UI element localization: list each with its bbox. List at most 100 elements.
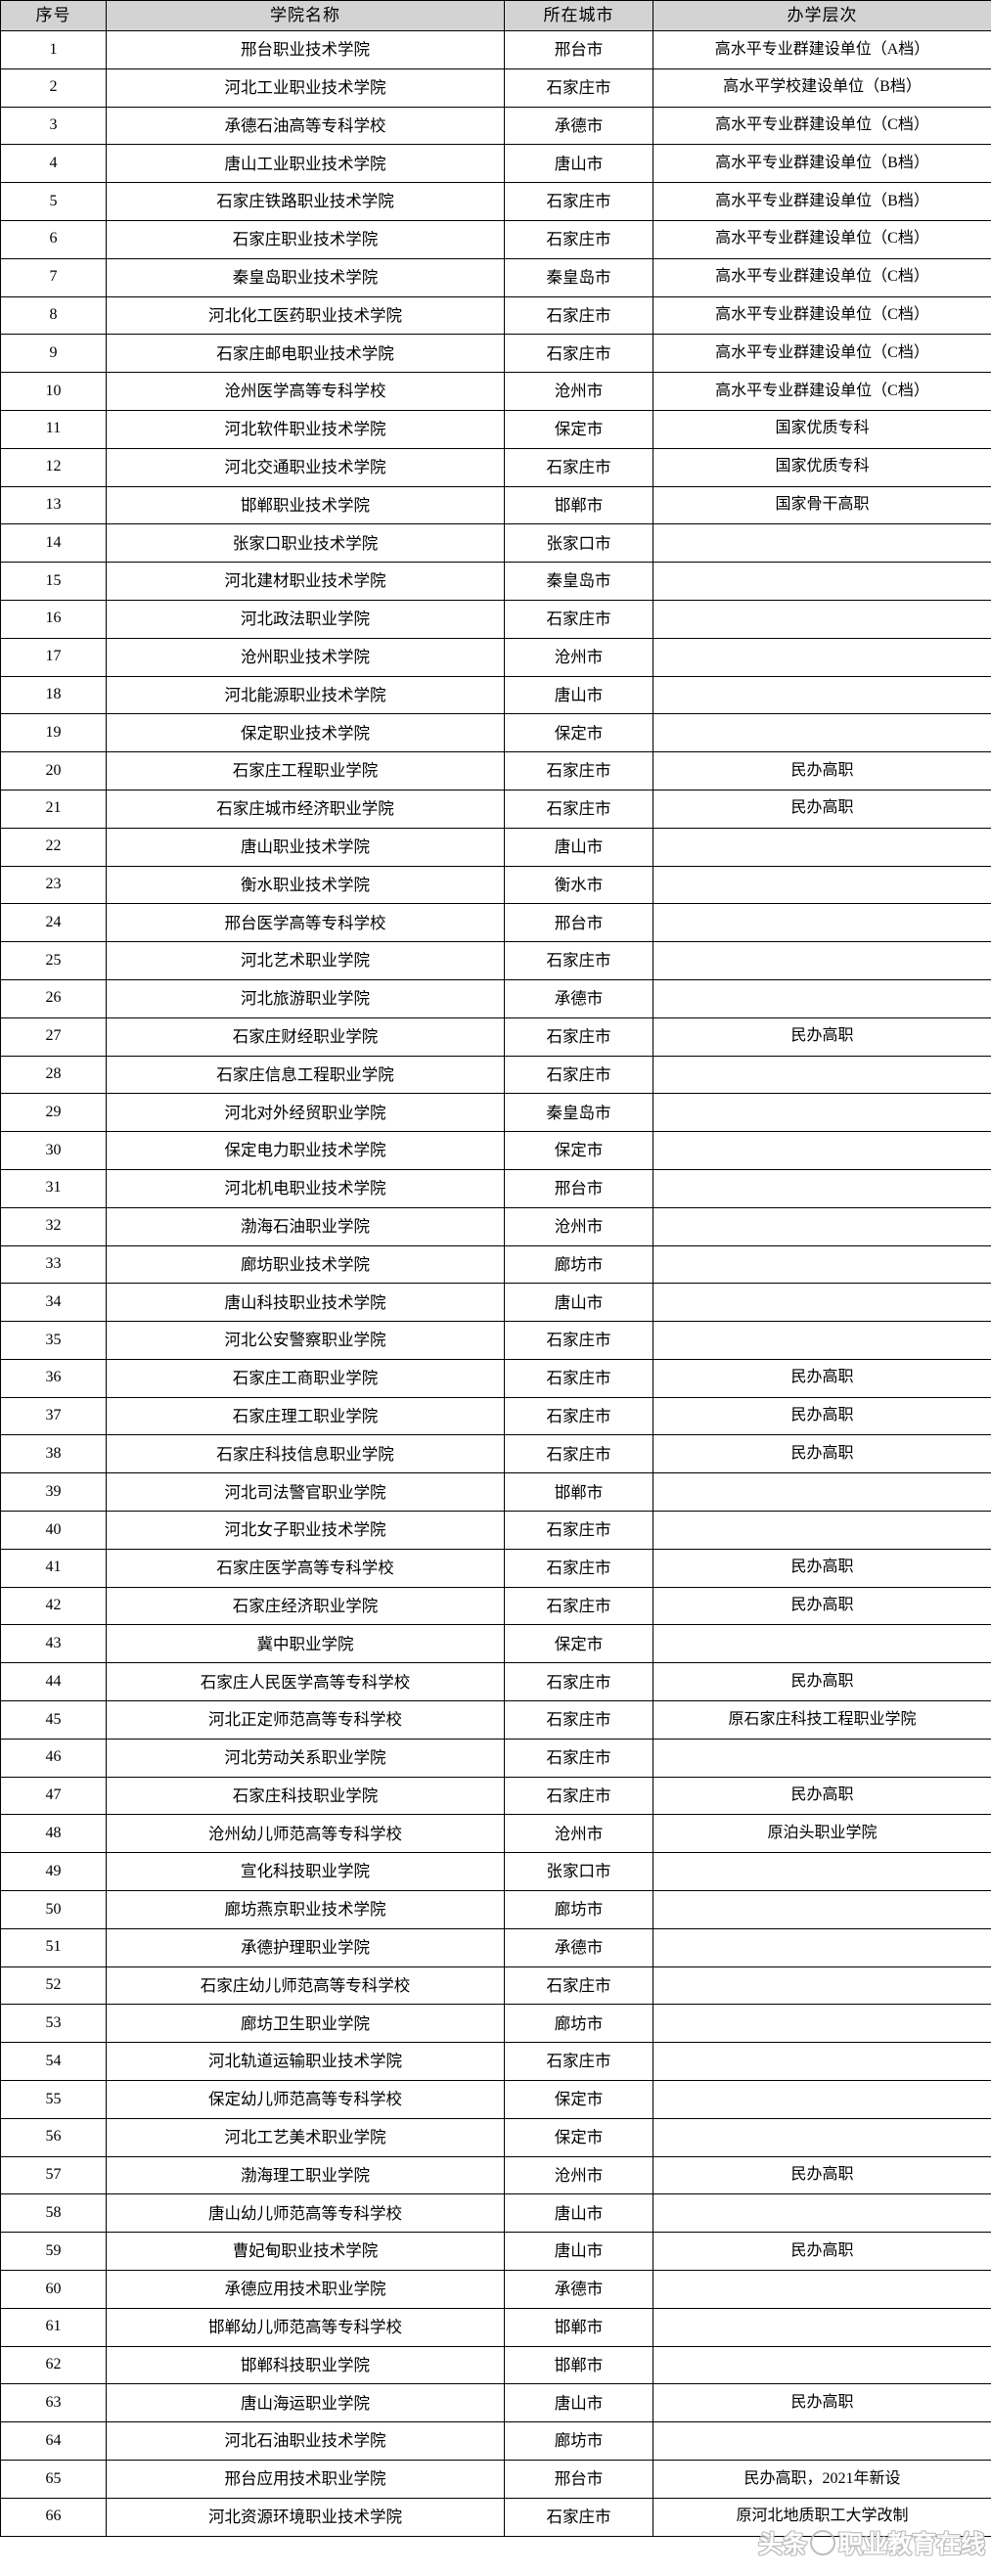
cell-seq: 26 xyxy=(1,979,107,1017)
cell-college-name: 河北工艺美术职业学院 xyxy=(107,2118,505,2156)
cell-college-name: 唐山幼儿师范高等专科学校 xyxy=(107,2194,505,2233)
cell-college-name: 宣化科技职业学院 xyxy=(107,1853,505,1891)
cell-college-name: 承德应用技术职业学院 xyxy=(107,2271,505,2309)
cell-level: 高水平专业群建设单位（C档） xyxy=(653,258,991,296)
cell-seq: 36 xyxy=(1,1359,107,1397)
cell-seq: 42 xyxy=(1,1587,107,1625)
cell-seq: 39 xyxy=(1,1473,107,1512)
cell-college-name: 保定职业技术学院 xyxy=(107,714,505,752)
cell-seq: 21 xyxy=(1,790,107,828)
cell-college-name: 张家口职业技术学院 xyxy=(107,524,505,563)
cell-college-name: 河北化工医药职业技术学院 xyxy=(107,296,505,335)
cell-level: 民办高职 xyxy=(653,752,991,791)
cell-seq: 60 xyxy=(1,2271,107,2309)
cell-seq: 3 xyxy=(1,107,107,145)
cell-city: 秦皇岛市 xyxy=(505,563,653,601)
cell-seq: 56 xyxy=(1,2118,107,2156)
cell-seq: 9 xyxy=(1,335,107,373)
cell-city: 承德市 xyxy=(505,979,653,1017)
cell-level xyxy=(653,942,991,980)
cell-seq: 64 xyxy=(1,2422,107,2461)
cell-college-name: 石家庄铁路职业技术学院 xyxy=(107,183,505,221)
cell-level xyxy=(653,866,991,904)
cell-seq: 55 xyxy=(1,2081,107,2119)
cell-city: 石家庄市 xyxy=(505,2043,653,2081)
cell-seq: 52 xyxy=(1,1966,107,2005)
cell-level xyxy=(653,2346,991,2384)
cell-city: 邯郸市 xyxy=(505,2308,653,2346)
cell-level: 高水平专业群建设单位（B档） xyxy=(653,145,991,183)
cell-city: 石家庄市 xyxy=(505,752,653,791)
cell-city: 唐山市 xyxy=(505,1284,653,1322)
cell-city: 邢台市 xyxy=(505,1169,653,1207)
cell-city: 石家庄市 xyxy=(505,1017,653,1056)
cell-city: 邯郸市 xyxy=(505,1473,653,1512)
cell-level xyxy=(653,2118,991,2156)
cell-city: 石家庄市 xyxy=(505,1512,653,1550)
cell-city: 沧州市 xyxy=(505,1815,653,1853)
cell-level xyxy=(653,600,991,638)
cell-level: 高水平专业群建设单位（B档） xyxy=(653,183,991,221)
cell-city: 石家庄市 xyxy=(505,1322,653,1360)
cell-seq: 17 xyxy=(1,638,107,676)
cell-college-name: 保定电力职业技术学院 xyxy=(107,1132,505,1170)
cell-college-name: 河北软件职业技术学院 xyxy=(107,410,505,448)
column-header-seq: 序号 xyxy=(1,1,107,31)
cell-seq: 33 xyxy=(1,1245,107,1284)
cell-college-name: 邯郸职业技术学院 xyxy=(107,486,505,524)
cell-city: 石家庄市 xyxy=(505,448,653,486)
cell-level xyxy=(653,2308,991,2346)
cell-level xyxy=(653,563,991,601)
cell-seq: 38 xyxy=(1,1435,107,1473)
cell-city: 保定市 xyxy=(505,2118,653,2156)
cell-level: 民办高职 xyxy=(653,1587,991,1625)
cell-seq: 10 xyxy=(1,373,107,411)
cell-seq: 12 xyxy=(1,448,107,486)
cell-level: 民办高职 xyxy=(653,1017,991,1056)
cell-seq: 29 xyxy=(1,1094,107,1132)
cell-college-name: 河北能源职业技术学院 xyxy=(107,676,505,714)
cell-city: 承德市 xyxy=(505,2271,653,2309)
cell-college-name: 邢台职业技术学院 xyxy=(107,31,505,69)
cell-college-name: 承德护理职业学院 xyxy=(107,1928,505,1966)
cell-city: 衡水市 xyxy=(505,866,653,904)
cell-college-name: 邢台医学高等专科学校 xyxy=(107,904,505,942)
cell-college-name: 河北对外经贸职业学院 xyxy=(107,1094,505,1132)
cell-level xyxy=(653,1625,991,1663)
cell-city: 廊坊市 xyxy=(505,2422,653,2461)
cell-college-name: 河北建材职业技术学院 xyxy=(107,563,505,601)
cell-college-name: 廊坊燕京职业技术学院 xyxy=(107,1891,505,1929)
cell-city: 邢台市 xyxy=(505,2461,653,2499)
cell-city: 秦皇岛市 xyxy=(505,258,653,296)
cell-college-name: 邯郸科技职业学院 xyxy=(107,2346,505,2384)
cell-level: 民办高职 xyxy=(653,2156,991,2194)
cell-college-name: 衡水职业技术学院 xyxy=(107,866,505,904)
cell-college-name: 石家庄医学高等专科学校 xyxy=(107,1549,505,1587)
cell-college-name: 河北机电职业技术学院 xyxy=(107,1169,505,1207)
cell-seq: 31 xyxy=(1,1169,107,1207)
cell-level: 原泊头职业学院 xyxy=(653,1815,991,1853)
cell-level: 高水平学校建设单位（B档） xyxy=(653,68,991,107)
cell-level xyxy=(653,1056,991,1094)
cell-level: 高水平专业群建设单位（C档） xyxy=(653,373,991,411)
cell-level xyxy=(653,1169,991,1207)
column-header-name: 学院名称 xyxy=(107,1,505,31)
cell-college-name: 石家庄邮电职业技术学院 xyxy=(107,335,505,373)
cell-level xyxy=(653,1284,991,1322)
cell-level xyxy=(653,1245,991,1284)
